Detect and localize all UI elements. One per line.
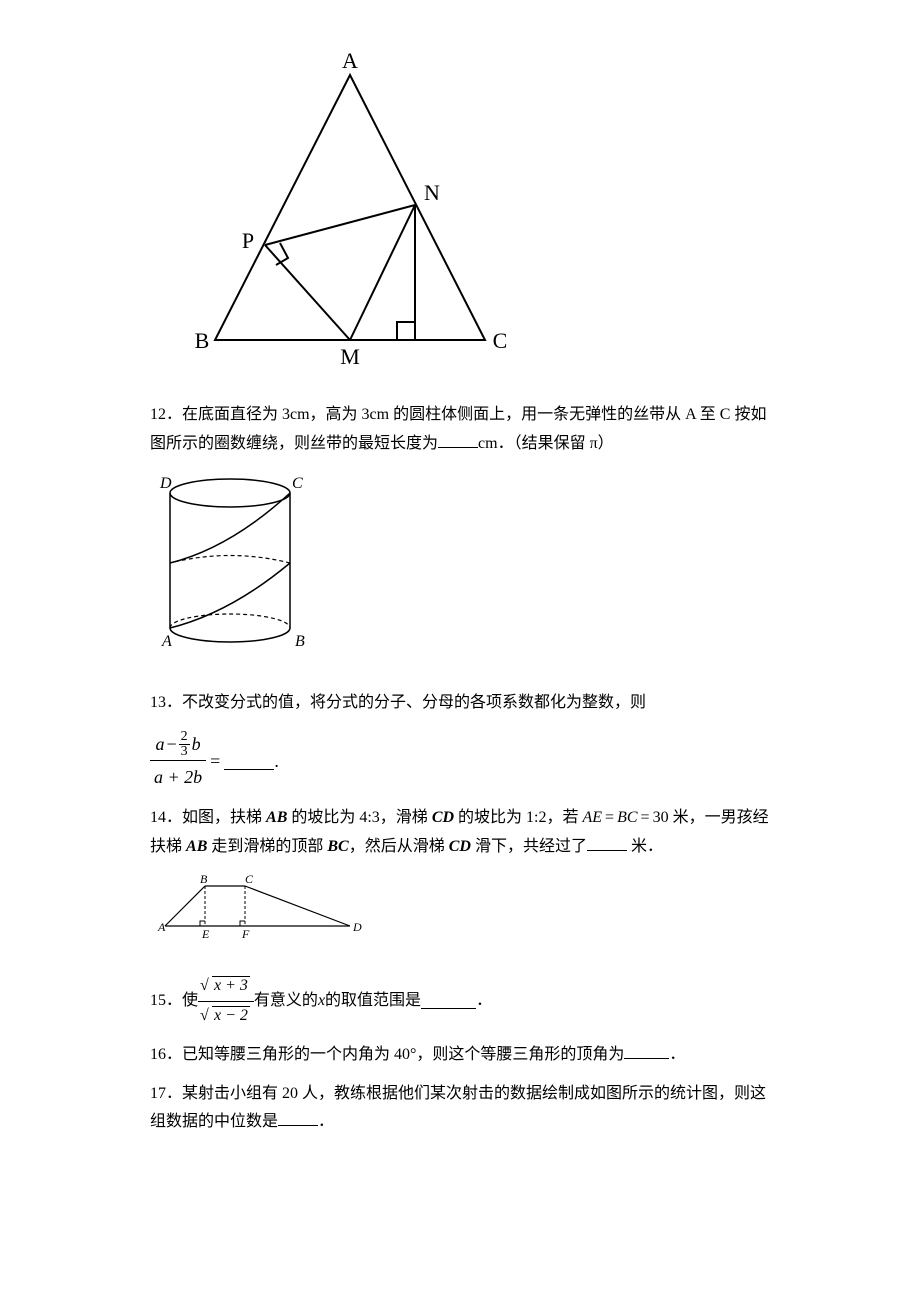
p17-blank	[278, 1110, 318, 1126]
p14-ab: AB	[266, 809, 287, 826]
l-e: E	[201, 927, 210, 941]
right-angle-p	[276, 243, 288, 265]
figure-p12: A B C D	[150, 468, 770, 669]
p14-eq2: =	[641, 809, 650, 826]
p13-inner-frac: 2 3	[179, 730, 190, 759]
p14-cd: CD	[432, 809, 454, 826]
p13-den: a + 2b	[150, 760, 206, 793]
p12-num: 12	[150, 406, 166, 423]
p14-ab2: AB	[186, 838, 207, 855]
label-b: B	[195, 328, 210, 353]
l-b: B	[200, 872, 208, 886]
p17-period: ．	[318, 1113, 334, 1130]
right-angle-m	[397, 322, 415, 340]
line-nm-diag	[350, 205, 415, 340]
problem-15: 15．使 x + 3 x − 2 有意义的 x 的取值范围是 ．	[150, 972, 770, 1031]
p16-text: ．已知等腰三角形的一个内角为 40°，则这个等腰三角形的顶角为	[166, 1046, 624, 1063]
bottom-front	[170, 628, 290, 642]
p16-blank	[624, 1043, 669, 1059]
bottom-back	[170, 614, 290, 628]
p14-t7: 滑下，共经过了	[471, 838, 587, 855]
label-c: C	[292, 475, 303, 492]
p13-period: .	[274, 745, 279, 777]
p15-blank	[421, 993, 476, 1009]
label-d: D	[159, 475, 172, 492]
slide-cd	[245, 886, 350, 926]
l-a: A	[157, 920, 166, 934]
p13-b: b	[192, 728, 201, 760]
l-d: D	[352, 920, 362, 934]
p13-main-frac: a − 2 3 b a + 2b	[150, 728, 206, 794]
p15-frac: x + 3 x − 2	[198, 972, 254, 1031]
p17-num: 17	[150, 1085, 166, 1102]
p15-after: 的取值范围是	[325, 987, 421, 1016]
label-a: A	[161, 633, 172, 650]
label-a: A	[342, 50, 358, 73]
p13-fraction: a − 2 3 b a + 2b = .	[150, 728, 770, 794]
problem-13: 13．不改变分式的值，将分式的分子、分母的各项系数都化为整数，则	[150, 689, 770, 718]
figure-p14: A B C D E F	[150, 871, 770, 952]
ra-f	[240, 921, 245, 926]
p12-text-after: cm．（结果保留 π）	[478, 435, 614, 452]
label-n: N	[424, 180, 440, 205]
p14-num: 14	[150, 809, 166, 826]
p13-blank	[224, 752, 274, 770]
p14-unit: 米．	[627, 838, 663, 855]
problem-16: 16．已知等腰三角形的一个内角为 40°，则这个等腰三角形的顶角为 ．	[150, 1041, 770, 1070]
p13-a: a	[156, 728, 165, 760]
p15-period: ．	[476, 987, 492, 1016]
p14-blank	[587, 835, 627, 851]
triangle-svg: A B C M N P	[150, 50, 540, 370]
label-p: P	[242, 228, 254, 253]
label-b: B	[295, 633, 305, 650]
problem-12: 12．在底面直径为 3cm，高为 3cm 的圆柱体侧面上，用一条无弹性的丝带从 …	[150, 401, 770, 459]
ramp-svg: A B C D E F	[150, 871, 370, 941]
p14-bc: BC	[617, 809, 637, 826]
line-pn	[265, 205, 415, 245]
p14-t1: ．如图，扶梯	[166, 809, 266, 826]
p14-t5: 走到滑梯的顶部	[207, 838, 327, 855]
p15-mid: 有意义的	[254, 987, 318, 1016]
label-c: C	[493, 328, 508, 353]
p14-30: 30	[653, 809, 669, 826]
p14-t2: 的坡比为 4:3，滑梯	[287, 809, 431, 826]
p15-x: x	[318, 987, 325, 1016]
p17-text: ．某射击小组有 20 人，教练根据他们某次射击的数据绘制成如图所示的统计图，则这…	[150, 1085, 766, 1131]
p14-ae: AE	[583, 809, 603, 826]
cylinder-svg: A B C D	[150, 468, 320, 658]
p15-sqrt-num: x + 3	[202, 972, 250, 1001]
triangle-abc	[215, 75, 485, 340]
top-ellipse	[170, 479, 290, 507]
p16-period: ．	[669, 1046, 685, 1063]
p13-eq: =	[210, 745, 220, 777]
p13-num: 13	[150, 694, 166, 711]
p14-bc2: BC	[327, 838, 348, 855]
problem-14: 14．如图，扶梯 AB 的坡比为 4:3，滑梯 CD 的坡比为 1:2，若 AE…	[150, 804, 770, 862]
label-m: M	[340, 344, 360, 369]
p14-t6: ，然后从滑梯	[349, 838, 449, 855]
l-c: C	[245, 872, 254, 886]
p16-num: 16	[150, 1046, 166, 1063]
line-pm	[265, 245, 350, 340]
p14-eq1: =	[605, 809, 614, 826]
p15-pre: ．使	[166, 987, 198, 1016]
ribbon-1-back	[170, 556, 290, 564]
l-f: F	[241, 927, 250, 941]
p15-sqrt-den: x − 2	[202, 1002, 250, 1031]
p13-minus: −	[167, 728, 177, 760]
problem-17: 17．某射击小组有 20 人，教练根据他们某次射击的数据绘制成如图所示的统计图，…	[150, 1080, 770, 1138]
p12-blank	[438, 432, 478, 448]
ramp-ab	[165, 886, 205, 926]
p15-num: 15	[150, 987, 166, 1016]
figure-p11: A B C M N P	[150, 50, 770, 381]
p14-cd2: CD	[449, 838, 471, 855]
p13-text: ．不改变分式的值，将分式的分子、分母的各项系数都化为整数，则	[166, 694, 646, 711]
ra-e	[200, 921, 205, 926]
p14-t3: 的坡比为 1:2，若	[454, 809, 582, 826]
